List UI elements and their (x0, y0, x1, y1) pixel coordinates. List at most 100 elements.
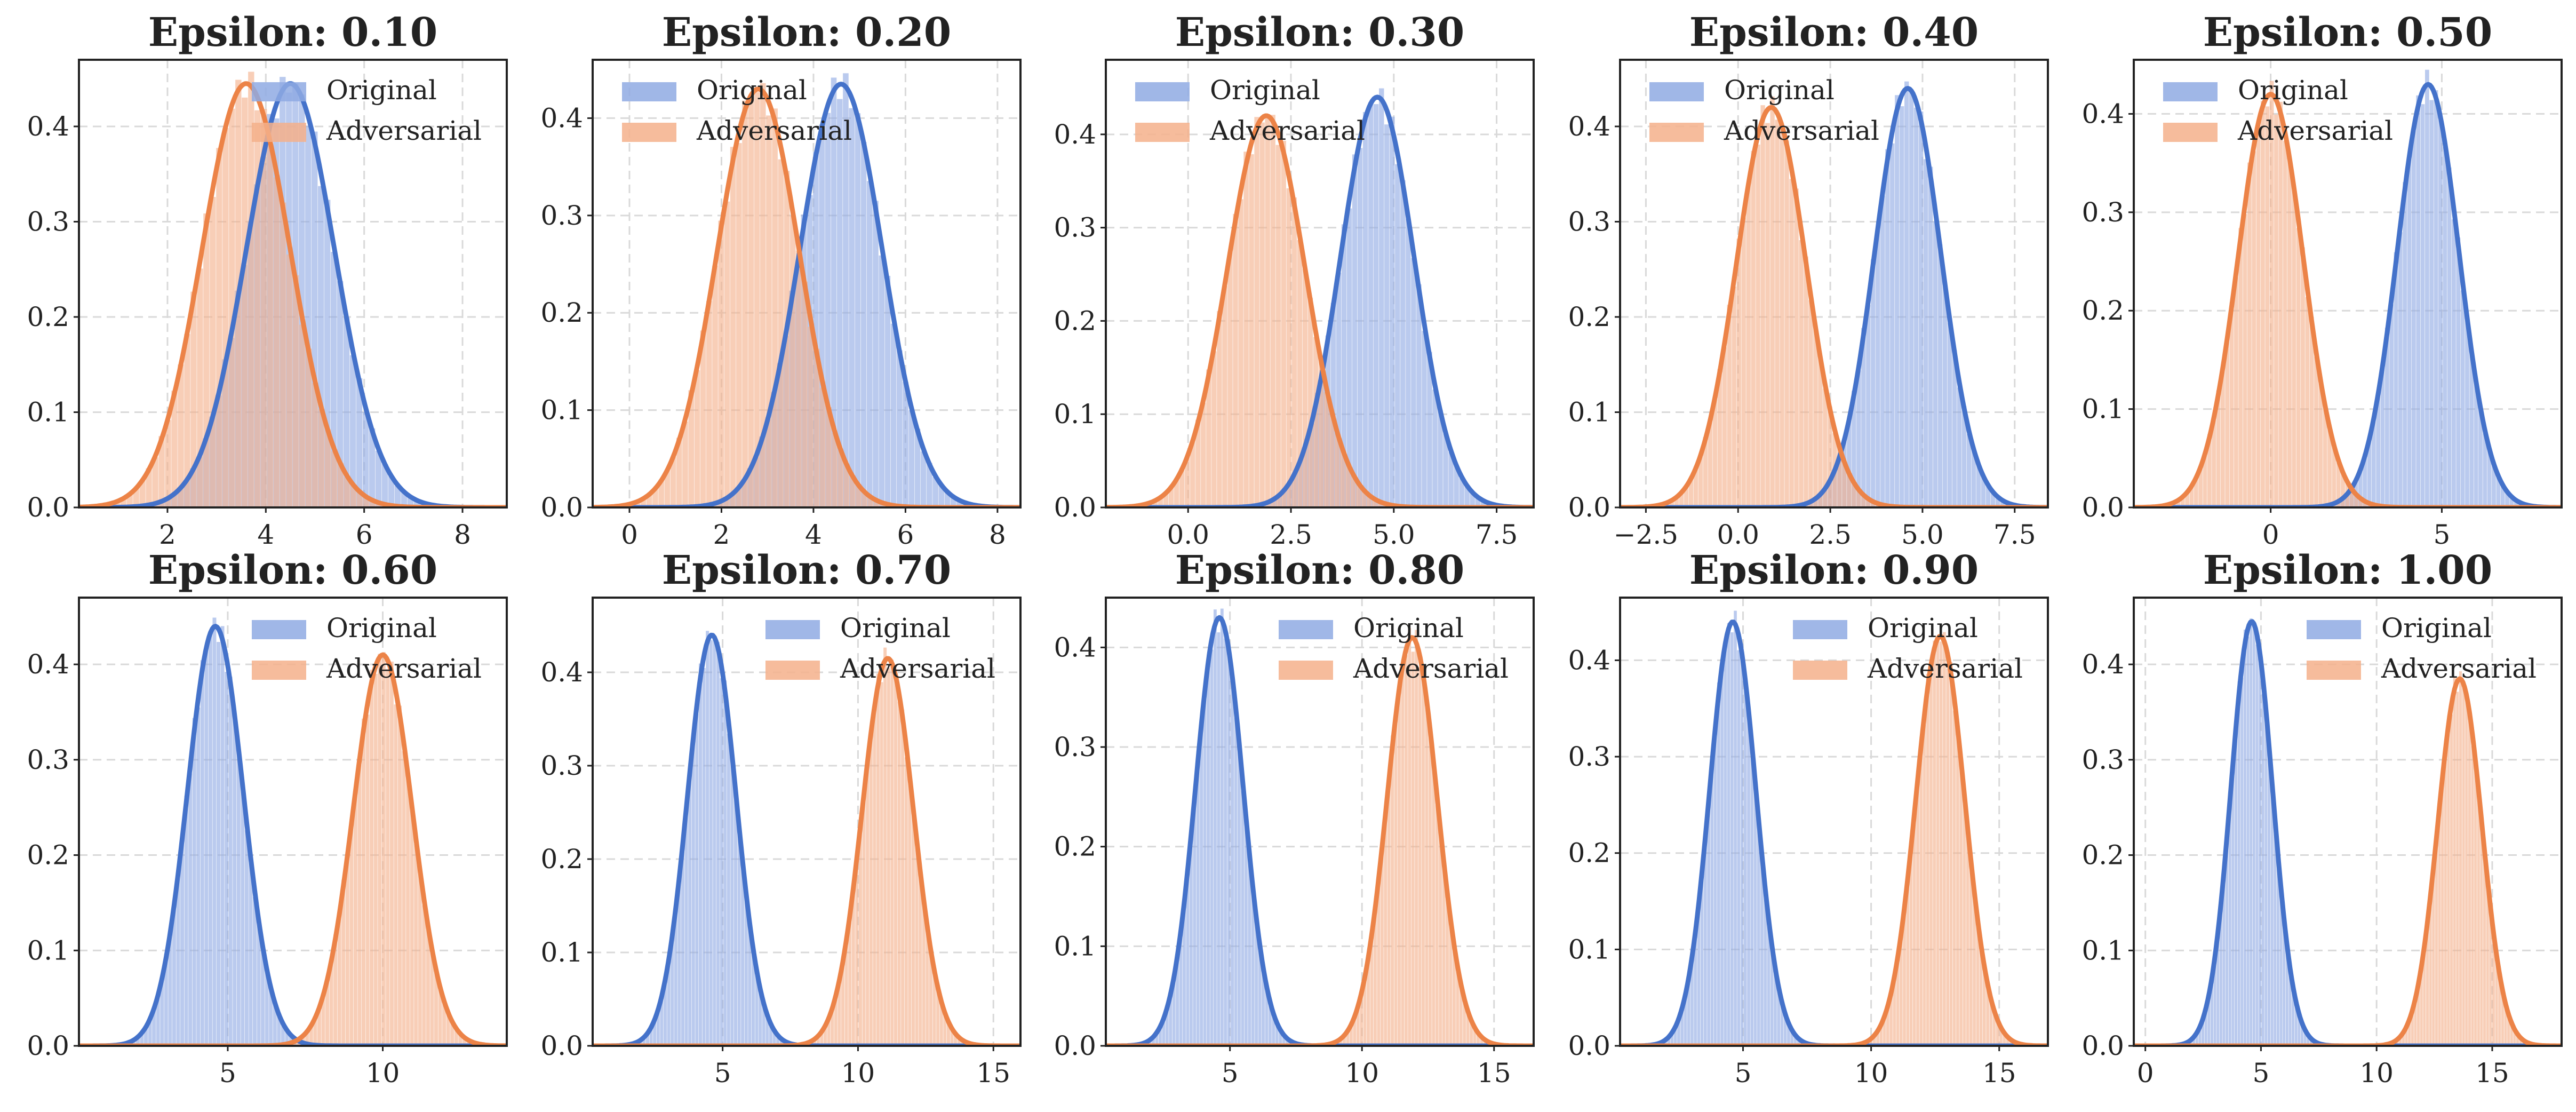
x-tick-label: 5 (1222, 1058, 1239, 1089)
histogram-bar (1238, 199, 1243, 507)
y-tick-label: 0.1 (1054, 399, 1096, 430)
histogram-bar (1756, 145, 1760, 507)
histogram-bar (1943, 632, 1946, 1046)
legend-label-original: Original (697, 75, 807, 106)
histogram-bar (1387, 788, 1391, 1046)
histogram-bar (2262, 694, 2264, 1046)
legend-swatch-adversarial (765, 661, 820, 680)
histogram-bar (1234, 718, 1238, 1046)
histogram-bar (876, 673, 880, 1046)
histogram-bar (1734, 611, 1737, 1046)
histogram-bar (2456, 237, 2460, 507)
histogram-bar (1401, 664, 1404, 1046)
histogram-bar (390, 662, 394, 1046)
histogram-bar (1866, 305, 1870, 507)
histogram-bar (1933, 641, 1936, 1046)
subplot-title: Epsilon: 0.70 (662, 547, 952, 593)
histogram-bar (901, 710, 904, 1046)
histogram-bar (394, 704, 397, 1046)
y-tick-label: 0.2 (1054, 305, 1096, 336)
legend-label-original: Original (1868, 613, 1978, 644)
histogram-bar (349, 821, 353, 1046)
legend-swatch-adversarial (1279, 661, 1333, 680)
x-tick-label: 6 (356, 519, 373, 550)
histogram-bar (1741, 218, 1745, 507)
histogram-bar (1926, 674, 1929, 1046)
x-tick-label: 0 (621, 519, 638, 550)
histogram-bar (1746, 183, 1750, 507)
legend-swatch-adversarial (2163, 123, 2218, 142)
y-tick-label: 0.2 (1054, 831, 1096, 862)
histogram-bar (229, 677, 233, 1046)
histogram-bar (1890, 144, 1894, 507)
histogram-bar (2247, 637, 2250, 1046)
histogram-bar (2247, 163, 2252, 507)
histogram-bar (1227, 651, 1231, 1046)
histogram-bar (312, 383, 318, 507)
histogram-bar (727, 734, 730, 1046)
y-tick-label: 0.0 (1054, 492, 1096, 523)
x-tick-label: 2.5 (1809, 519, 1852, 550)
histogram-bar (742, 101, 748, 507)
histogram-bar (1946, 669, 1949, 1046)
y-tick-label: 0.3 (1568, 741, 1610, 772)
x-tick-label: 10 (1345, 1058, 1379, 1089)
histogram-bar (1909, 92, 1913, 507)
y-tick-label: 0.1 (1568, 934, 1610, 965)
x-tick-label: 0 (2262, 519, 2279, 550)
histogram-bar (2244, 630, 2246, 1046)
histogram-bar (2252, 151, 2256, 507)
histogram-bar (398, 705, 402, 1046)
histogram-bar (1352, 154, 1357, 507)
histogram-bar (2421, 104, 2425, 507)
y-tick-label: 0.0 (540, 1030, 583, 1061)
histogram-bar (2441, 777, 2444, 1046)
histogram-bar (2240, 678, 2243, 1046)
x-tick-label: 5.0 (1901, 519, 1944, 550)
histogram-bar (1395, 164, 1400, 507)
histogram-bar (2389, 304, 2394, 507)
histogram-bar (1730, 632, 1734, 1046)
legend-swatch-original (252, 82, 306, 101)
histogram-bar (1265, 117, 1270, 507)
histogram-bar (863, 798, 866, 1046)
x-tick-label: 15 (976, 1058, 1010, 1089)
histogram-bar (2255, 645, 2258, 1046)
histogram-bar (820, 388, 826, 507)
histogram-bar (1207, 655, 1210, 1046)
histogram-bar (2412, 131, 2416, 507)
histogram-bar (1270, 115, 1275, 507)
histogram-bar (1422, 671, 1425, 1046)
x-tick-label: 2.5 (1270, 519, 1312, 550)
legend-swatch-original (1793, 620, 1847, 639)
histogram-bar (1751, 151, 1755, 507)
y-tick-label: 0.0 (1054, 1030, 1096, 1061)
histogram-bar (1880, 196, 1885, 507)
legend-swatch-original (1135, 82, 1190, 101)
histogram-bar (855, 113, 861, 507)
histogram-bar (2261, 101, 2265, 507)
y-tick-label: 0.4 (27, 111, 69, 142)
histogram-bar (274, 178, 280, 507)
histogram-bar (196, 708, 200, 1046)
legend-swatch-original (1649, 82, 1704, 101)
histogram-bar (867, 181, 873, 507)
histogram-bar (414, 844, 418, 1046)
histogram-bar (1919, 112, 1923, 507)
legend-swatch-adversarial (1793, 661, 1847, 680)
legend-label-original: Original (1210, 75, 1320, 106)
histogram-bar (1418, 668, 1422, 1046)
histogram-bar (245, 830, 249, 1046)
y-tick-label: 0.4 (540, 657, 583, 688)
histogram-bar (1732, 287, 1736, 507)
histogram-bar (209, 636, 212, 1046)
histogram-bar (1415, 630, 1418, 1046)
histogram-bar (242, 98, 248, 507)
histogram-bar (2314, 357, 2318, 507)
legend-label-adversarial: Adversarial (2381, 653, 2537, 684)
y-tick-label: 0.2 (540, 297, 583, 328)
histogram-bar (1211, 351, 1216, 507)
histogram-bar (2416, 96, 2420, 507)
histogram-bar (1405, 655, 1408, 1046)
